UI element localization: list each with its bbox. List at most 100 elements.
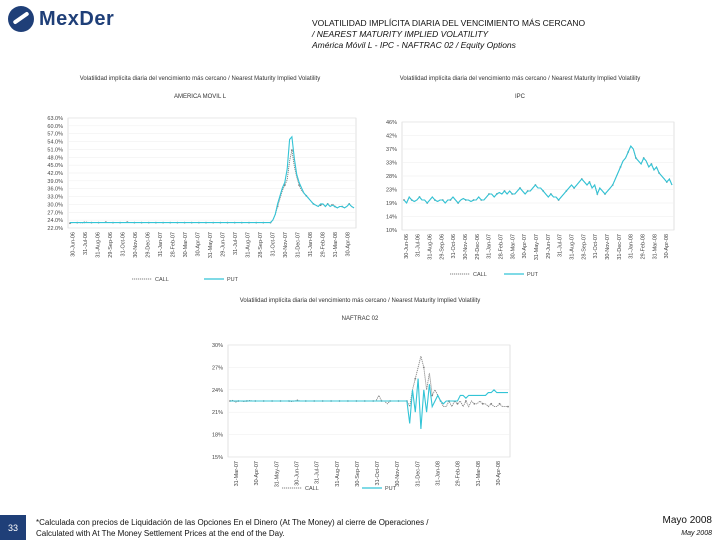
- series-call-point-naftrac: [414, 377, 417, 380]
- y-tick-label-amx: 27.0%: [47, 210, 63, 216]
- series-call-point-naftrac: [431, 394, 434, 397]
- series-put-line-naftrac: [230, 378, 508, 430]
- x-tick-label-ipc: 31-Aug-07: [569, 234, 575, 260]
- x-tick-label-ipc: 31-Dec-07: [617, 234, 623, 260]
- x-tick-label-amx: 30-Nov-07: [283, 232, 289, 258]
- x-tick-label-amx: 31-Dec-07: [296, 232, 302, 258]
- x-tick-label-amx: 30-Mar-07: [183, 232, 189, 257]
- footer-note-es: *Calculada con precios de Liquidación de…: [36, 518, 429, 527]
- chart-title-ipc: Volatilidad implícita diaria del vencimi…: [400, 76, 640, 82]
- footer-note-en: Calculated with At The Money Settlement …: [36, 529, 285, 538]
- chart-subtitle-amx: AMERICA MOVIL L: [174, 94, 227, 100]
- x-tick-label-ipc: 29-Sep-06: [439, 234, 445, 260]
- chart-title-naftrac: Volatilidad implícita diaria del vencimi…: [240, 298, 480, 304]
- y-tick-label-ipc: 42%: [386, 134, 397, 140]
- series-call-point-naftrac: [465, 400, 467, 402]
- y-tick-label-naftrac: 24%: [212, 388, 223, 394]
- legend-label-put-naftrac: PUT: [385, 486, 397, 492]
- x-tick-label-ipc: 28-Feb-07: [499, 234, 505, 259]
- x-tick-label-naftrac: 31-Jul-07: [315, 461, 321, 484]
- x-tick-label-ipc: 30-Mar-07: [510, 234, 516, 259]
- x-tick-label-amx: 31-Mar-08: [333, 232, 339, 257]
- x-tick-label-naftrac: 31-Mar-07: [234, 461, 240, 486]
- y-tick-label-amx: 54.0%: [47, 140, 63, 146]
- y-tick-label-amx: 24.0%: [47, 218, 63, 224]
- y-tick-label-amx: 60.0%: [47, 124, 63, 130]
- x-tick-label-amx: 28-Feb-07: [170, 232, 176, 257]
- x-tick-label-ipc: 31-Oct-07: [593, 234, 599, 258]
- x-tick-label-amx: 31-Jul-07: [233, 232, 239, 255]
- y-tick-label-amx: 33.0%: [47, 195, 63, 201]
- header-title-es: VOLATILIDAD IMPLÍCITA DIARIA DEL VENCIMI…: [312, 18, 586, 28]
- x-tick-label-naftrac: 30-Nov-07: [395, 461, 401, 487]
- x-tick-label-naftrac: 31-May-07: [274, 461, 280, 487]
- x-tick-label-naftrac: 31-Mar-08: [476, 461, 482, 486]
- legend-label-call-ipc: CALL: [473, 272, 487, 278]
- legend-label-call-amx: CALL: [155, 277, 169, 283]
- y-tick-label-ipc: 10%: [386, 228, 397, 234]
- x-tick-label-ipc: 31-Jan-08: [629, 234, 635, 259]
- y-tick-label-amx: 22.0%: [47, 226, 63, 232]
- x-tick-label-ipc: 31-Jul-07: [558, 234, 564, 257]
- x-tick-label-ipc: 29-Feb-08: [640, 234, 646, 259]
- x-tick-label-ipc: 31-Jul-06: [416, 234, 422, 257]
- x-tick-label-naftrac: 31-Dec-07: [415, 461, 421, 487]
- y-tick-label-amx: 57.0%: [47, 132, 63, 138]
- x-tick-label-amx: 31-Jul-06: [83, 232, 89, 255]
- page-header: VOLATILIDAD IMPLÍCITA DIARIA DEL VENCIMI…: [312, 18, 712, 51]
- x-tick-label-amx: 30-Apr-08: [346, 232, 352, 256]
- chart-title-amx: Volatilidad implícita diaria del vencimi…: [80, 76, 320, 82]
- x-tick-label-ipc: 31-May-07: [534, 234, 540, 260]
- legend-label-put-ipc: PUT: [527, 272, 539, 278]
- footer-date-en: May 2008: [681, 530, 712, 537]
- x-tick-label-naftrac: 30-Apr-08: [496, 461, 502, 485]
- x-tick-label-ipc: 31-Oct-06: [451, 234, 457, 258]
- x-tick-label-ipc: 31-Aug-06: [428, 234, 434, 260]
- y-tick-label-amx: 30.0%: [47, 202, 63, 208]
- x-tick-label-amx: 29-Feb-08: [321, 232, 327, 257]
- y-tick-label-ipc: 23%: [386, 188, 397, 194]
- series-call-point-naftrac: [498, 402, 501, 405]
- x-tick-label-ipc: 29-Dec-06: [475, 234, 481, 260]
- header-subtitle: América Móvil L - IPC - NAFTRAC 02 / Equ…: [312, 40, 516, 50]
- y-tick-label-naftrac: 21%: [212, 410, 223, 416]
- legend-label-call-naftrac: CALL: [305, 486, 319, 492]
- x-tick-label-amx: 30-Jun-06: [70, 232, 76, 257]
- x-tick-label-ipc: 30-Apr-08: [664, 234, 670, 258]
- x-tick-label-amx: 31-May-07: [208, 232, 214, 258]
- x-tick-label-amx: 29-Jun-07: [221, 232, 227, 257]
- x-tick-label-ipc: 30-Apr-07: [522, 234, 528, 258]
- y-tick-label-naftrac: 30%: [212, 343, 223, 349]
- x-tick-label-ipc: 31-Mar-08: [652, 234, 658, 259]
- x-tick-label-ipc: 30-Nov-06: [463, 234, 469, 260]
- series-call-point-naftrac: [490, 402, 493, 405]
- y-tick-label-amx: 45.0%: [47, 163, 63, 169]
- brand-name: MexDer: [39, 7, 115, 30]
- x-tick-label-amx: 30-Nov-06: [133, 232, 139, 258]
- y-tick-label-naftrac: 18%: [212, 433, 223, 439]
- y-tick-label-amx: 42.0%: [47, 171, 63, 177]
- y-tick-label-naftrac: 27%: [212, 365, 223, 371]
- x-tick-label-amx: 29-Sep-06: [108, 232, 114, 258]
- series-call-point-naftrac: [422, 366, 425, 369]
- header-title-en: / NEAREST MATURITY IMPLIED VOLATILITY: [312, 29, 489, 39]
- x-tick-label-ipc: 31-Jan-07: [487, 234, 493, 259]
- y-tick-label-ipc: 46%: [386, 120, 397, 126]
- mexder-logo: MexDer: [8, 6, 114, 32]
- x-tick-label-amx: 31-Oct-06: [120, 232, 126, 256]
- x-tick-label-amx: 31-Oct-07: [271, 232, 277, 256]
- series-call-point-naftrac: [456, 402, 459, 405]
- y-tick-label-naftrac: 15%: [212, 455, 223, 461]
- x-tick-label-amx: 31-Jan-07: [158, 232, 164, 257]
- y-tick-label-ipc: 28%: [386, 174, 397, 180]
- x-tick-label-amx: 31-Jan-08: [308, 232, 314, 257]
- series-put-line-ipc: [403, 144, 673, 205]
- x-tick-label-ipc: 30-Jun-06: [404, 234, 410, 259]
- chart-subtitle-ipc: IPC: [515, 94, 526, 100]
- x-tick-label-amx: 31-Aug-06: [95, 232, 101, 258]
- x-tick-label-naftrac: 30-Sep-07: [355, 461, 361, 487]
- x-tick-label-naftrac: 29-Feb-08: [456, 461, 462, 486]
- series-put-line-amx: [70, 135, 355, 224]
- y-tick-label-ipc: 14%: [386, 215, 397, 221]
